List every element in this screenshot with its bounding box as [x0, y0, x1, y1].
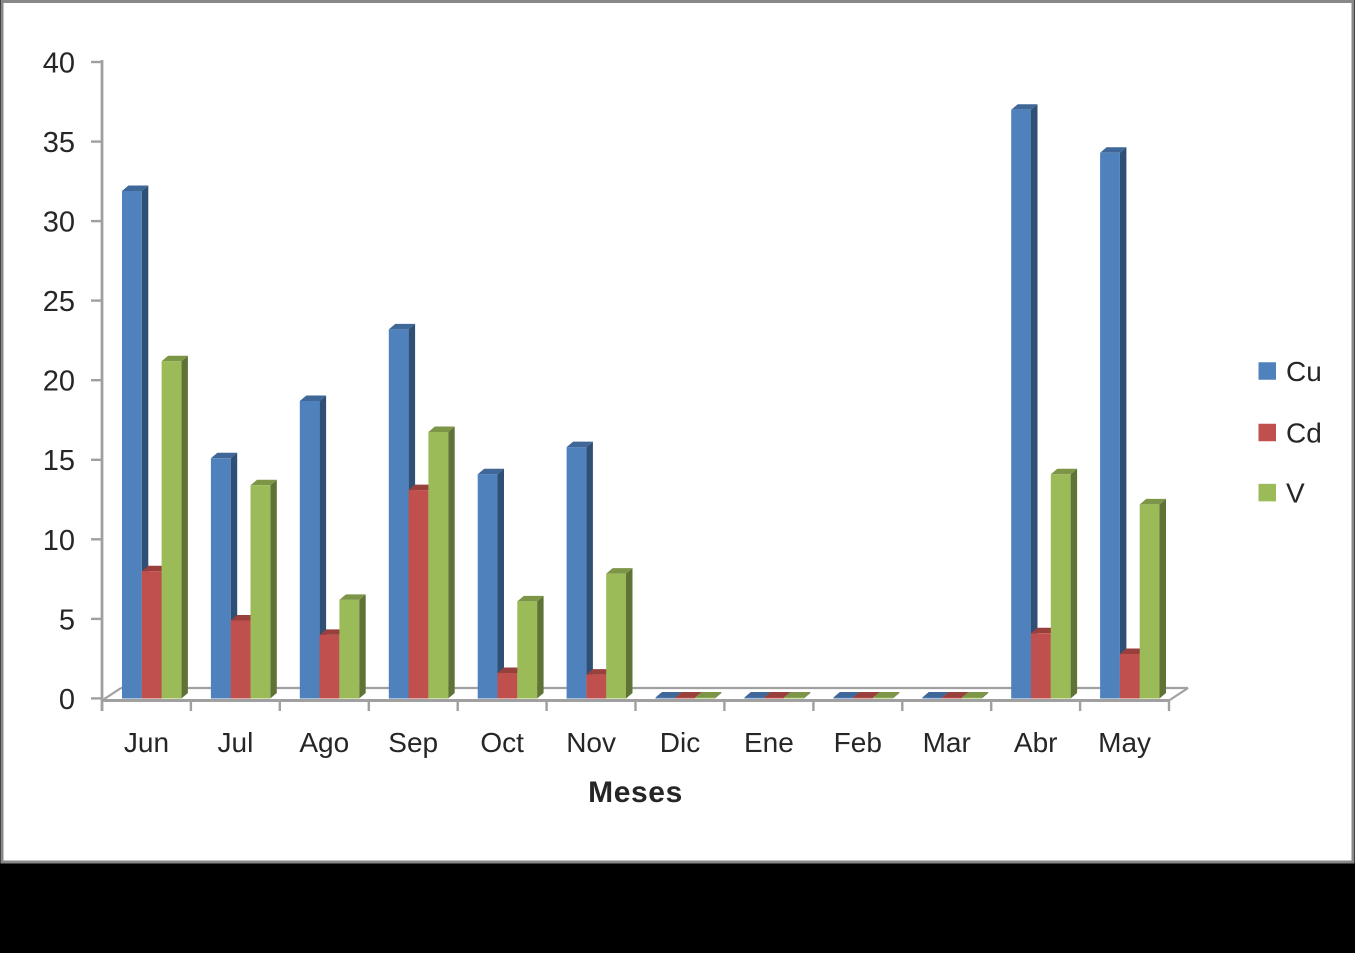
svg-text:Cu: Cu [1286, 356, 1322, 387]
svg-text:40: 40 [43, 48, 75, 80]
svg-text:15: 15 [43, 445, 75, 477]
svg-text:0: 0 [59, 684, 75, 716]
svg-text:Mar: Mar [923, 727, 971, 758]
svg-text:May: May [1098, 727, 1151, 758]
svg-text:Feb: Feb [834, 727, 882, 758]
svg-text:Ene: Ene [744, 727, 794, 758]
svg-text:35: 35 [43, 127, 75, 159]
svg-text:Jun: Jun [124, 727, 169, 758]
svg-text:Jul: Jul [218, 727, 254, 758]
svg-text:30: 30 [43, 207, 75, 239]
svg-text:Abr: Abr [1014, 727, 1058, 758]
svg-text:V: V [1286, 478, 1305, 509]
svg-text:Ago: Ago [299, 727, 349, 758]
svg-text:10: 10 [43, 525, 75, 557]
svg-text:Nov: Nov [566, 727, 616, 758]
svg-text:Oct: Oct [480, 727, 524, 758]
svg-text:Dic: Dic [660, 727, 700, 758]
svg-text:20: 20 [43, 366, 75, 398]
svg-text:Meses: Meses [588, 776, 683, 809]
svg-text:Cd: Cd [1286, 418, 1322, 449]
svg-text:5: 5 [59, 604, 75, 636]
svg-text:25: 25 [43, 286, 75, 318]
svg-text:Sep: Sep [388, 727, 438, 758]
